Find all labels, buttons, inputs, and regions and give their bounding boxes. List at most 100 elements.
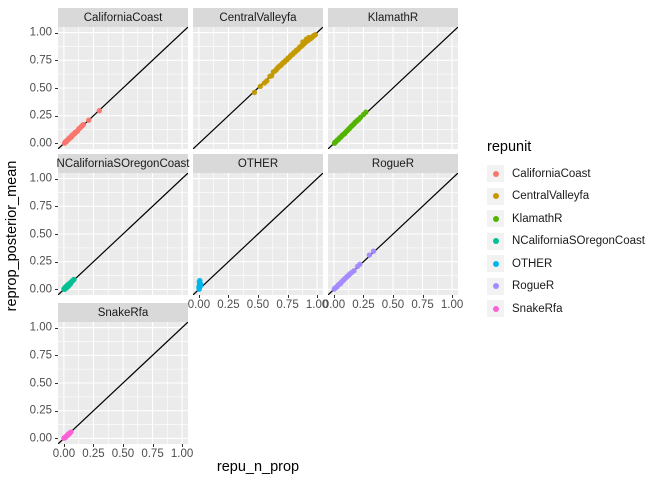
y-tick-mark <box>54 88 58 89</box>
data-point <box>363 109 369 115</box>
point-swatch-icon <box>492 305 499 312</box>
facet-strip-label: SnakeRfa <box>58 303 188 322</box>
x-tick-label: 1.00 <box>170 448 194 460</box>
facet-strip-label: CentralValleyfa <box>193 8 323 27</box>
y-tick-mark <box>54 327 58 329</box>
x-tick-mark <box>123 444 124 447</box>
data-point <box>68 429 74 435</box>
x-tick-label: 0.00 <box>52 448 76 460</box>
x-tick-label: 0.25 <box>82 448 105 460</box>
y-tick-label: 1.00 <box>29 321 52 334</box>
x-tick-label: 0.75 <box>411 299 434 311</box>
data-point <box>86 117 92 123</box>
data-point <box>257 83 264 90</box>
facet-rogue: RogueR <box>328 154 458 295</box>
data-point <box>370 248 377 254</box>
legend-item-label: CentralValleyfa <box>512 190 590 202</box>
x-tick-mark <box>182 444 184 447</box>
facet-panel-plot <box>193 173 323 295</box>
y-tick-mark <box>54 289 58 291</box>
data-point <box>357 261 363 267</box>
y-tick-label: 0.25 <box>29 404 52 417</box>
data-point <box>96 108 103 114</box>
legend-item: CentralValleyfa <box>487 187 667 205</box>
y-tick-label: 0.00 <box>29 137 52 150</box>
facet-panel-plot <box>193 27 323 149</box>
legend-item: NCaliforniaSOregonCoast <box>487 232 667 250</box>
facet-ncalifornia-soregon-coast: NCaliforniaSOregonCoast <box>57 154 189 295</box>
point-swatch-icon <box>492 283 499 289</box>
facet-california-coast: CaliforniaCoast <box>58 8 188 149</box>
data-point <box>71 276 77 283</box>
x-tick-label: 0.75 <box>276 299 299 311</box>
legend-item-label: CaliforniaCoast <box>512 167 591 180</box>
x-tick-label: 0.00 <box>322 299 346 311</box>
data-point <box>251 89 258 96</box>
y-tick-mark <box>54 60 58 62</box>
x-tick-label: 0.50 <box>246 299 270 311</box>
x-tick-mark <box>258 295 259 298</box>
y-tick-label: 0.75 <box>29 349 52 362</box>
legend-key <box>487 232 504 250</box>
point-swatch-icon <box>492 238 499 244</box>
x-tick-label: 1.00 <box>440 299 464 311</box>
y-tick-mark <box>54 261 58 263</box>
facet-panel-plot <box>328 27 458 149</box>
legend-item: RogueR <box>487 277 667 295</box>
y-tick-label: 0.00 <box>29 283 52 296</box>
point-swatch-icon <box>492 260 499 267</box>
y-tick-label: 0.00 <box>29 432 52 445</box>
facet-central-valley: CentralValleyfa <box>193 8 323 149</box>
y-tick-label: 1.00 <box>29 172 52 185</box>
y-tick-label: 1.00 <box>29 26 52 39</box>
data-point <box>366 252 373 258</box>
x-tick-mark <box>228 295 230 298</box>
facet-panel-plot <box>58 173 188 295</box>
legend-key <box>487 277 504 295</box>
y-tick-mark <box>54 32 58 34</box>
y-tick-mark <box>54 410 58 412</box>
data-point <box>80 121 87 128</box>
x-tick-mark <box>93 444 95 447</box>
x-tick-mark <box>287 295 289 298</box>
x-tick-label: 0.50 <box>111 448 135 460</box>
point-swatch-icon <box>492 170 499 177</box>
x-tick-mark <box>152 444 154 447</box>
facet-snake: SnakeRfa <box>58 303 188 444</box>
point-swatch-icon <box>492 215 499 222</box>
facet-strip-label: KlamathR <box>328 8 458 27</box>
legend-title: repunit <box>487 139 532 155</box>
x-tick-mark <box>198 295 200 298</box>
x-axis-title: repu_n_prop <box>216 459 300 475</box>
legend: repunit CaliforniaCoast CentralValleyfa … <box>487 139 667 323</box>
y-tick-label: 0.25 <box>29 255 52 268</box>
y-tick-label: 0.50 <box>29 227 52 240</box>
x-tick-mark <box>317 295 319 298</box>
y-tick-mark <box>54 143 58 145</box>
facet-strip-label: NCaliforniaSOregonCoast <box>57 154 189 173</box>
legend-key <box>487 300 504 317</box>
x-tick-mark <box>63 444 65 447</box>
y-tick-mark <box>54 115 58 117</box>
data-point <box>264 78 270 84</box>
facet-klamath: KlamathR <box>328 8 458 149</box>
y-tick-label: 0.75 <box>29 200 52 213</box>
legend-item-label: OTHER <box>512 257 553 270</box>
y-tick-mark <box>54 234 58 235</box>
x-tick-mark <box>422 295 424 298</box>
x-tick-mark <box>452 295 454 298</box>
facet-other: OTHER <box>193 154 323 295</box>
facet-panel-plot <box>58 27 188 149</box>
x-tick-mark <box>333 295 335 298</box>
legend-item: KlamathR <box>487 210 667 227</box>
facet-strip-label: RogueR <box>328 154 458 173</box>
facet-strip-label: CaliforniaCoast <box>58 8 188 27</box>
x-tick-label: 1.00 <box>305 299 329 311</box>
x-tick-label: 0.25 <box>217 299 240 311</box>
legend-item-label: RogueR <box>512 280 555 292</box>
legend-item-label: NCaliforniaSOregonCoast <box>512 235 645 247</box>
legend-item-label: SnakeRfa <box>512 302 563 315</box>
y-tick-label: 0.25 <box>29 109 52 122</box>
legend-key <box>487 255 504 272</box>
